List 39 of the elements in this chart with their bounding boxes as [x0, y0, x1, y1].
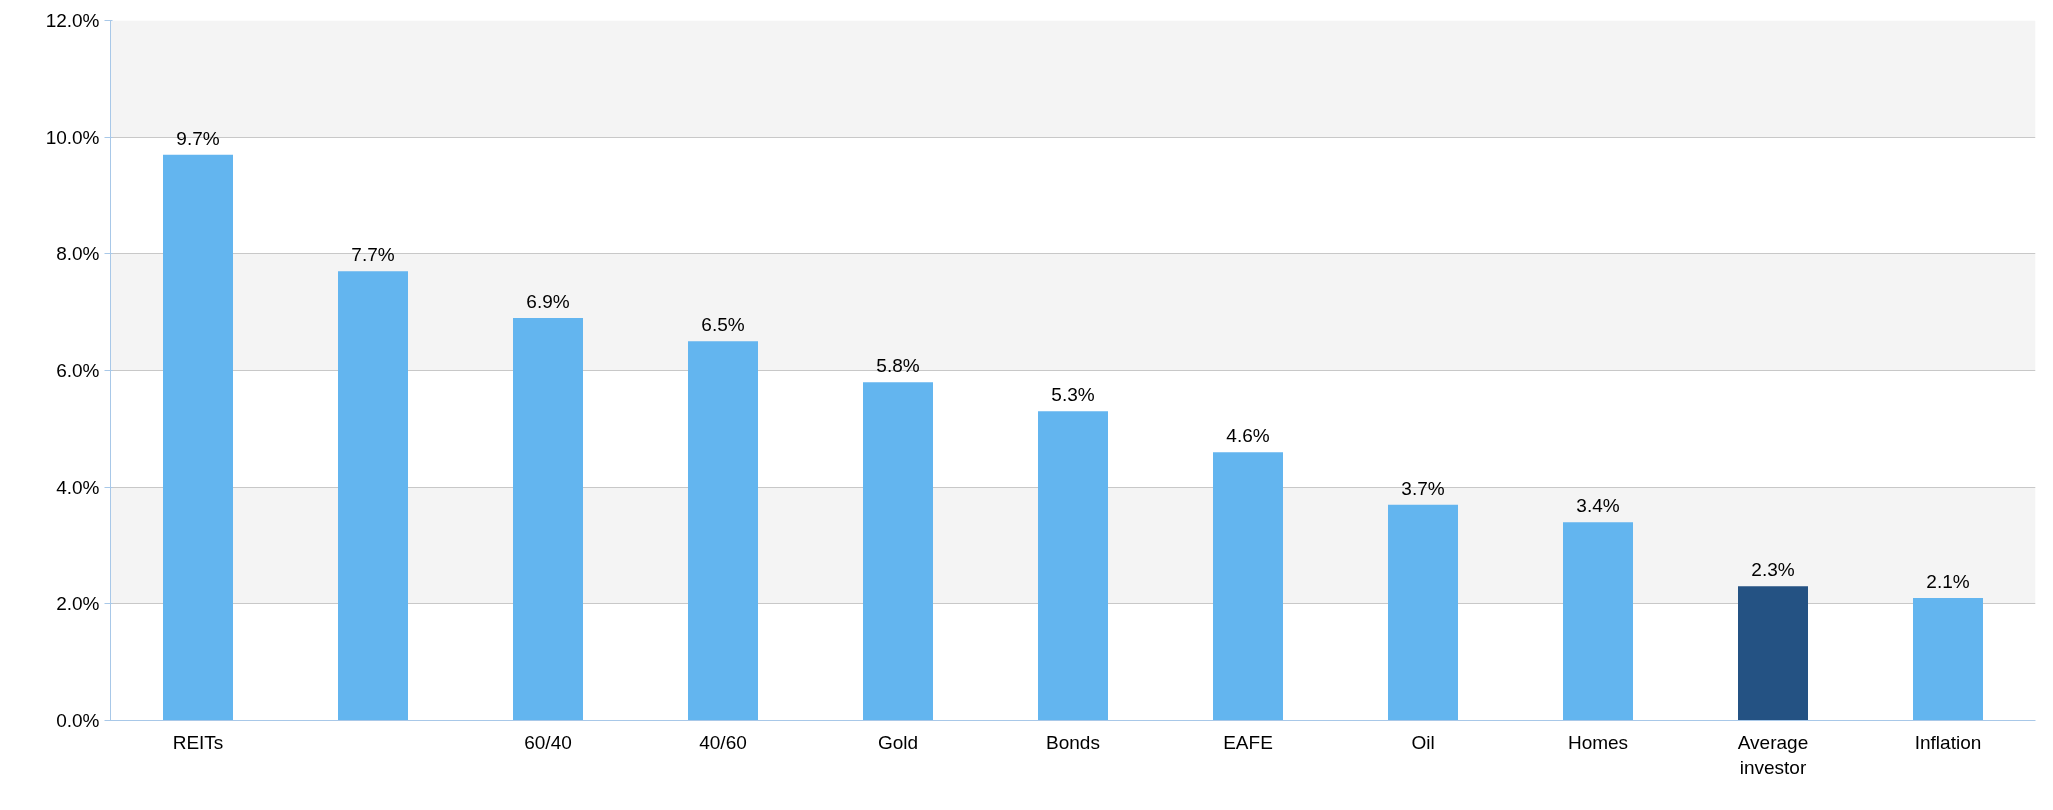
y-tick-label: 0.0%: [56, 710, 100, 731]
y-tick-label: 2.0%: [56, 593, 100, 615]
data-label: 9.7%: [176, 127, 220, 149]
x-tick-label: Homes: [1567, 731, 1629, 753]
bar: [688, 341, 758, 721]
x-tick-label: 60/40: [524, 731, 572, 753]
bar: [863, 382, 933, 721]
bar: [1738, 586, 1808, 721]
bar: [513, 318, 583, 721]
x-tick-label: Gold: [877, 731, 919, 753]
y-tick-label: 8.0%: [56, 243, 100, 265]
data-label: 5.3%: [1051, 384, 1095, 406]
data-label: 3.4%: [1576, 495, 1620, 517]
data-label: 3.7%: [1401, 477, 1445, 499]
x-tick-label: REITs: [172, 731, 224, 753]
bar: [1038, 411, 1108, 721]
y-tick-label: 12.0%: [45, 10, 100, 31]
data-label: 5.8%: [876, 355, 920, 377]
y-tick-label: 10.0%: [45, 126, 100, 148]
bar: [1213, 452, 1283, 721]
y-tick-label: 4.0%: [56, 476, 100, 498]
bar: [1913, 598, 1983, 721]
x-tick-label: Bonds: [1046, 731, 1100, 753]
data-label: 2.3%: [1751, 559, 1795, 581]
y-tick-label: 6.0%: [56, 360, 100, 381]
data-label: 4.6%: [1226, 425, 1270, 447]
data-label: 6.5%: [701, 314, 745, 336]
bar: [338, 271, 408, 721]
data-label: 2.1%: [1926, 571, 1970, 592]
x-tick-label: EAFE: [1223, 731, 1273, 753]
data-label: 7.7%: [351, 244, 395, 266]
data-label: 6.9%: [526, 291, 570, 312]
x-tick-label: Inflation: [1914, 731, 1982, 753]
x-tick-label: 40/60: [699, 731, 747, 753]
x-tick-label: Oil: [1411, 731, 1435, 753]
bar: [1388, 504, 1458, 721]
bar: [1563, 522, 1633, 721]
bar: [163, 154, 233, 721]
x-tick-label: Average investor: [1737, 731, 1809, 778]
